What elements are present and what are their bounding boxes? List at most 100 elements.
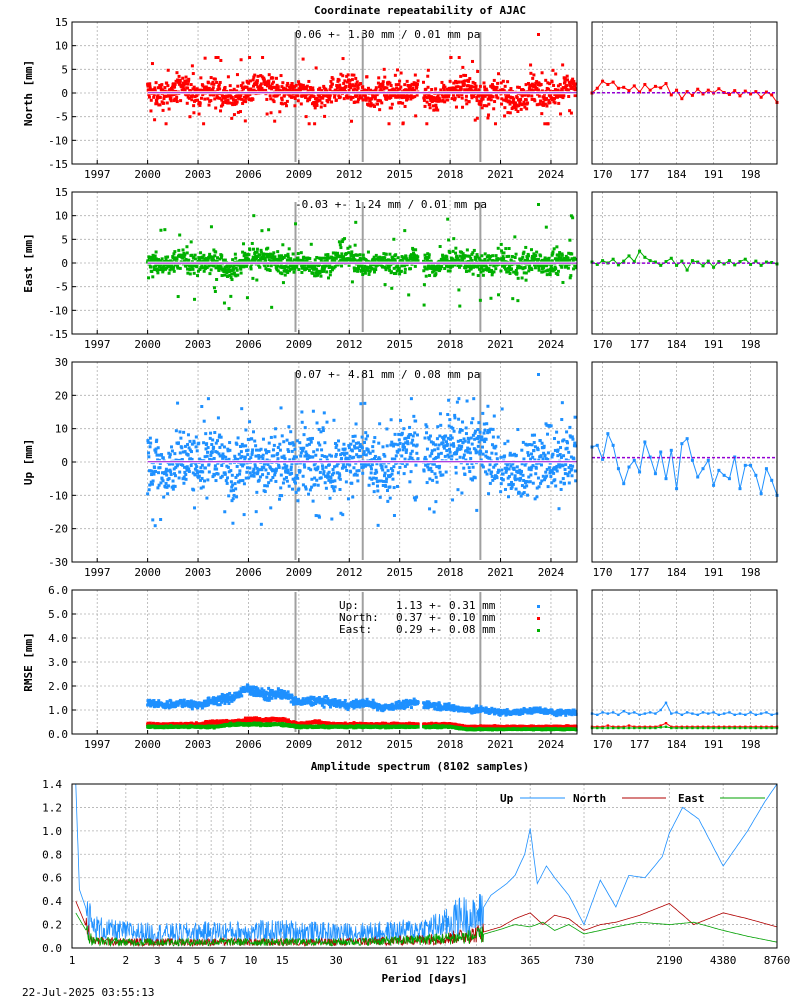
north-point [489, 98, 493, 102]
up-point [428, 434, 432, 438]
north-point [156, 96, 160, 100]
up-point [174, 429, 178, 433]
north-point [505, 99, 509, 103]
north-point [329, 79, 333, 83]
north-point [306, 99, 310, 103]
up-point [195, 449, 199, 453]
east-point [302, 255, 306, 259]
up-point [266, 463, 270, 467]
up-point [405, 462, 409, 466]
north-x-tick-label: 2024 [538, 168, 565, 181]
north-point [429, 95, 433, 99]
east-point [233, 252, 237, 256]
north-point [304, 115, 308, 119]
up-point [424, 463, 428, 467]
up-point [146, 439, 150, 443]
north-point [517, 85, 521, 89]
north-point [322, 86, 326, 90]
east_recent-line [591, 250, 778, 272]
north-point [352, 73, 356, 77]
up-point [148, 436, 152, 440]
north-point [314, 97, 318, 101]
up-point [199, 478, 203, 482]
east-point [467, 259, 471, 263]
east-point [241, 258, 245, 262]
north-point [535, 103, 539, 107]
east-point [461, 252, 465, 256]
up-point [525, 484, 529, 488]
north-point [204, 88, 208, 92]
east-point [183, 259, 187, 263]
up-point [511, 482, 515, 486]
up-point [385, 477, 389, 481]
up-point [507, 474, 511, 478]
east-point [556, 259, 560, 263]
up-point [296, 499, 300, 503]
up-point [226, 447, 230, 451]
east-point [239, 271, 243, 275]
east_recent-point [712, 265, 716, 269]
east-point [491, 254, 495, 258]
east-point [264, 252, 268, 256]
up-point [466, 450, 470, 454]
up-point [545, 474, 549, 478]
up-point [274, 479, 278, 483]
east-point [178, 266, 182, 270]
up-point [258, 475, 262, 479]
up-point [230, 499, 234, 503]
east-point [314, 267, 318, 271]
north-point [333, 95, 337, 99]
east-point [507, 254, 511, 258]
east-point [204, 257, 208, 261]
east-point [262, 252, 266, 256]
east-point [543, 256, 547, 260]
up-frame [71, 361, 578, 563]
north-point [456, 89, 460, 93]
up-point [289, 465, 293, 469]
up-point [516, 428, 520, 432]
east-point [361, 253, 365, 257]
north-point [396, 95, 400, 99]
north-point [403, 83, 407, 87]
north_recent-point [611, 80, 615, 84]
up-point [280, 494, 284, 498]
up-point [308, 488, 312, 492]
east-point [563, 257, 567, 261]
up-point [285, 479, 289, 483]
north-point [232, 113, 236, 117]
up-point [345, 451, 349, 455]
east-point [309, 265, 313, 269]
east-point [566, 266, 570, 270]
up-point [164, 481, 168, 485]
up-point [470, 442, 474, 446]
north_recent-point [696, 87, 700, 91]
east-point [223, 265, 227, 269]
north-point [569, 111, 573, 115]
up-point [359, 402, 363, 406]
north-point [559, 112, 563, 116]
north-point [543, 102, 547, 106]
north-point [194, 98, 198, 102]
east-point [509, 258, 513, 262]
up-point [334, 452, 338, 456]
up_recent-x-tick-label: 198 [741, 566, 761, 579]
north-point [415, 82, 419, 86]
up-point [160, 477, 164, 481]
rmse-point [254, 685, 258, 689]
north-point [572, 87, 576, 91]
north-point [506, 111, 510, 115]
up-point [204, 447, 208, 451]
up-point [439, 451, 443, 455]
east-point [211, 257, 215, 261]
up-point [448, 447, 452, 451]
up-point [263, 484, 267, 488]
north-point [195, 87, 199, 91]
north-point [256, 74, 260, 78]
up-point [450, 458, 454, 462]
east-point [519, 265, 523, 269]
up-point [479, 438, 483, 442]
north-point [341, 74, 345, 78]
up-point [366, 448, 370, 452]
rmse-point [148, 698, 152, 702]
